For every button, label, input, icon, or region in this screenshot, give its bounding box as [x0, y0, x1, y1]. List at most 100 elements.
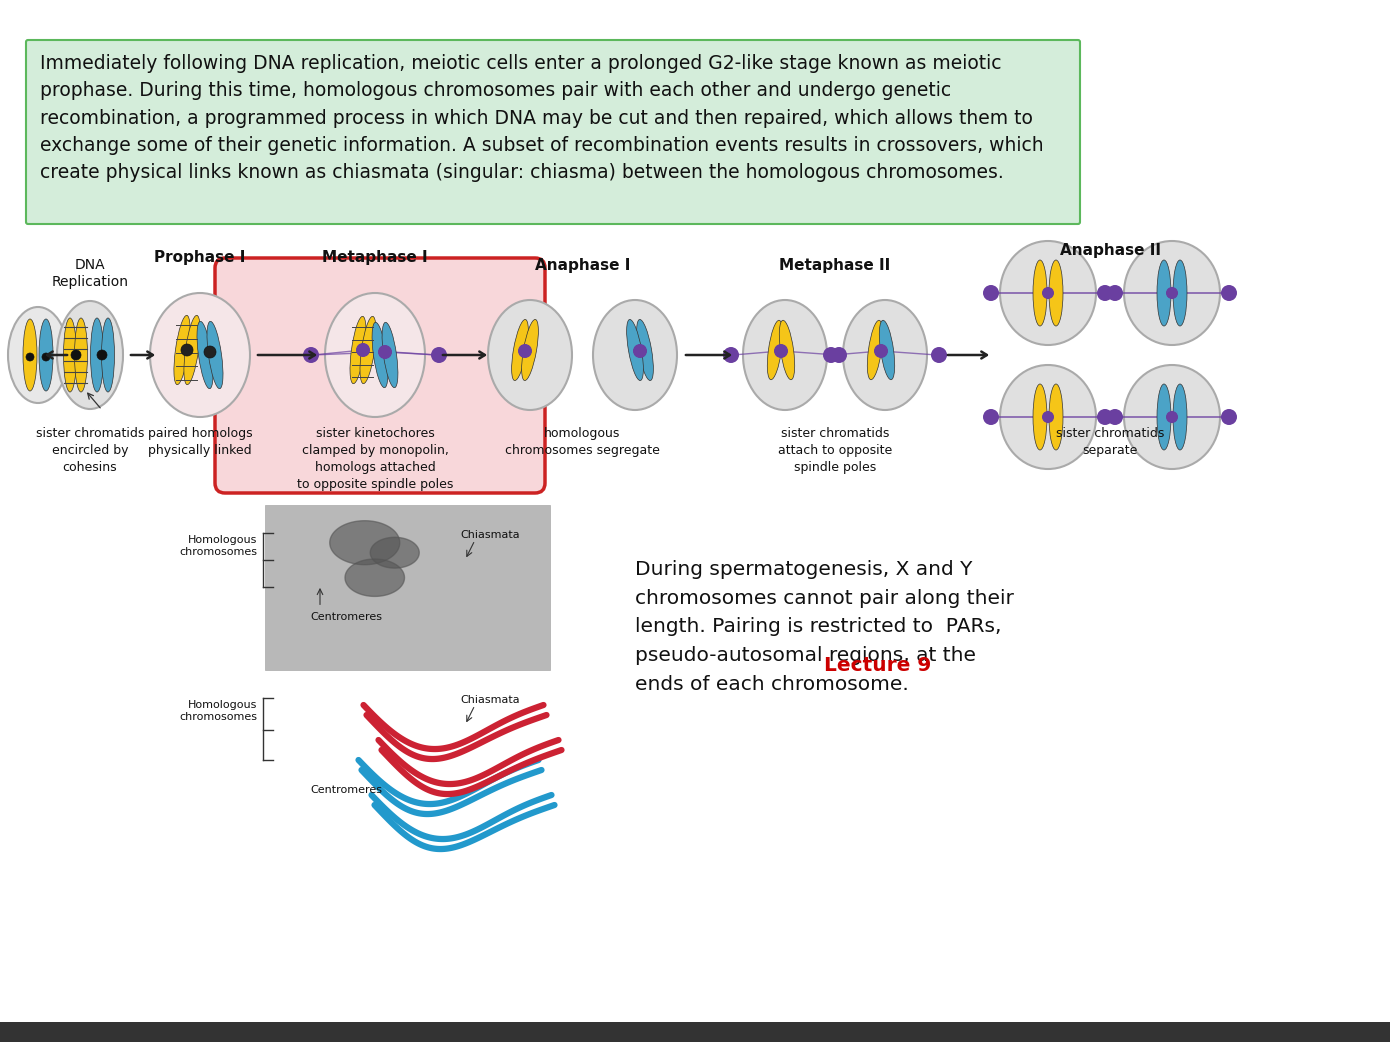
FancyBboxPatch shape	[265, 505, 550, 670]
Circle shape	[774, 344, 788, 358]
Circle shape	[356, 343, 370, 357]
Circle shape	[379, 346, 391, 358]
Circle shape	[1106, 286, 1123, 301]
Text: Metaphase I: Metaphase I	[322, 250, 428, 265]
Circle shape	[1166, 287, 1177, 299]
Text: Lecture 9: Lecture 9	[824, 655, 931, 675]
Ellipse shape	[150, 293, 250, 417]
Ellipse shape	[1173, 384, 1187, 450]
Ellipse shape	[1033, 384, 1047, 450]
Circle shape	[181, 344, 193, 356]
Circle shape	[1168, 288, 1177, 298]
Text: Homologous
chromosomes: Homologous chromosomes	[179, 700, 257, 722]
Ellipse shape	[1125, 365, 1220, 469]
Circle shape	[518, 345, 531, 357]
Ellipse shape	[24, 319, 38, 391]
Text: Prophase I: Prophase I	[154, 250, 246, 265]
Circle shape	[26, 353, 33, 361]
Polygon shape	[345, 559, 404, 596]
Text: Centromeres: Centromeres	[310, 613, 382, 622]
Circle shape	[632, 344, 646, 358]
Circle shape	[1166, 411, 1177, 423]
Ellipse shape	[325, 293, 425, 417]
Text: Chiasmata: Chiasmata	[460, 530, 520, 540]
Text: sister chromatids
encircled by
cohesins: sister chromatids encircled by cohesins	[36, 427, 145, 474]
Text: sister chromatids
attach to opposite
spindle poles: sister chromatids attach to opposite spi…	[778, 427, 892, 474]
Circle shape	[1106, 410, 1123, 425]
Ellipse shape	[842, 300, 927, 410]
Ellipse shape	[101, 318, 114, 392]
Ellipse shape	[197, 321, 213, 389]
Ellipse shape	[512, 320, 528, 380]
Ellipse shape	[1125, 241, 1220, 345]
Ellipse shape	[382, 322, 398, 388]
Ellipse shape	[637, 320, 653, 380]
Circle shape	[357, 344, 368, 356]
Ellipse shape	[39, 319, 53, 391]
Circle shape	[1097, 410, 1113, 425]
Circle shape	[1042, 287, 1054, 299]
Circle shape	[71, 350, 81, 359]
Ellipse shape	[488, 300, 573, 410]
Ellipse shape	[64, 318, 76, 392]
Text: DNA
Replication: DNA Replication	[51, 258, 128, 290]
Text: Homologous
chromosomes: Homologous chromosomes	[179, 535, 257, 557]
Text: paired homologs
physically linked: paired homologs physically linked	[147, 427, 253, 457]
Circle shape	[378, 345, 392, 359]
Text: Chiasmata: Chiasmata	[460, 695, 520, 705]
Ellipse shape	[594, 300, 677, 410]
Circle shape	[97, 350, 107, 359]
Ellipse shape	[90, 318, 103, 392]
Ellipse shape	[880, 320, 895, 379]
Ellipse shape	[1049, 260, 1063, 326]
Circle shape	[634, 345, 646, 357]
Text: Metaphase II: Metaphase II	[780, 258, 891, 273]
Ellipse shape	[999, 365, 1095, 469]
Ellipse shape	[999, 241, 1095, 345]
Circle shape	[831, 347, 847, 363]
Circle shape	[1220, 410, 1237, 425]
Ellipse shape	[1156, 260, 1170, 326]
Ellipse shape	[183, 316, 200, 384]
Text: Centromeres: Centromeres	[310, 785, 382, 795]
Text: Anaphase II: Anaphase II	[1059, 243, 1161, 258]
Ellipse shape	[1033, 260, 1047, 326]
Circle shape	[42, 353, 50, 361]
Ellipse shape	[521, 320, 538, 380]
Circle shape	[518, 344, 532, 358]
Ellipse shape	[350, 317, 366, 383]
Ellipse shape	[1173, 260, 1187, 326]
Ellipse shape	[627, 320, 644, 380]
FancyBboxPatch shape	[215, 258, 545, 493]
Circle shape	[1168, 412, 1177, 422]
Circle shape	[431, 347, 448, 363]
Text: Immediately following DNA replication, meiotic cells enter a prolonged G2-like s: Immediately following DNA replication, m…	[40, 54, 1044, 182]
Ellipse shape	[174, 316, 190, 384]
Circle shape	[723, 347, 739, 363]
Ellipse shape	[360, 317, 375, 383]
Text: sister chromatids
separate: sister chromatids separate	[1056, 427, 1165, 457]
Polygon shape	[370, 538, 420, 568]
Ellipse shape	[8, 307, 68, 403]
Circle shape	[776, 345, 787, 357]
Circle shape	[1042, 412, 1054, 422]
Circle shape	[1220, 286, 1237, 301]
Ellipse shape	[207, 321, 222, 389]
Circle shape	[1042, 411, 1054, 423]
Ellipse shape	[57, 301, 122, 410]
Ellipse shape	[1156, 384, 1170, 450]
Circle shape	[303, 347, 318, 363]
Circle shape	[983, 410, 999, 425]
FancyBboxPatch shape	[26, 40, 1080, 224]
Circle shape	[874, 344, 888, 358]
Ellipse shape	[373, 322, 388, 388]
Circle shape	[1042, 288, 1054, 298]
Circle shape	[1097, 286, 1113, 301]
Circle shape	[983, 286, 999, 301]
Circle shape	[931, 347, 947, 363]
Ellipse shape	[744, 300, 827, 410]
Ellipse shape	[867, 320, 883, 379]
Bar	[0, 1022, 1390, 1042]
Ellipse shape	[780, 320, 795, 379]
Ellipse shape	[75, 318, 88, 392]
